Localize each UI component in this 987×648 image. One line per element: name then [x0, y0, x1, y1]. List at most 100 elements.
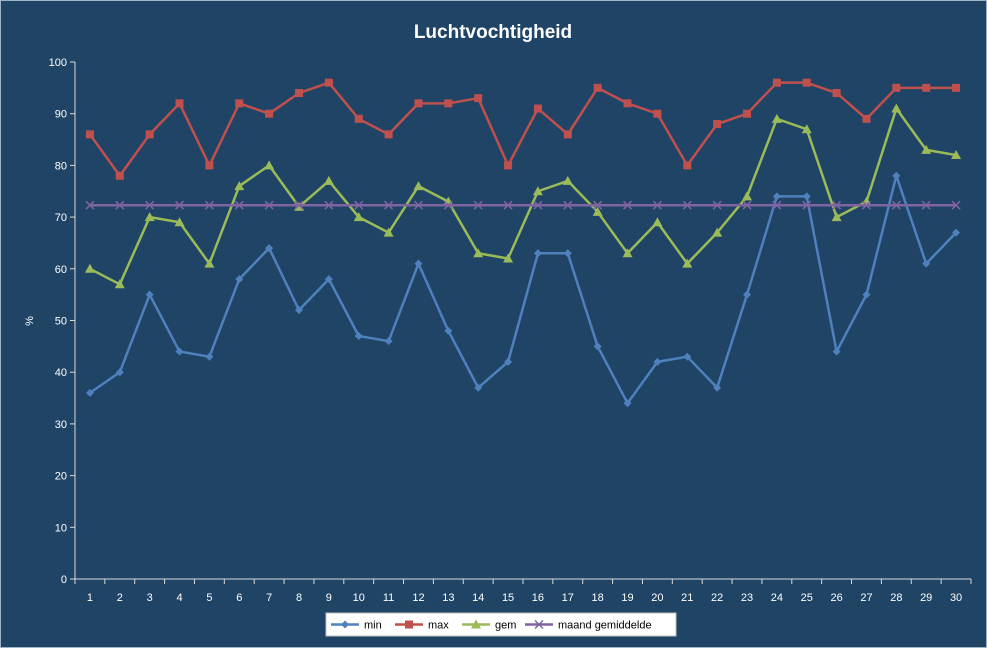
x-tick-label: 22 [711, 592, 723, 604]
data-point [593, 342, 602, 351]
y-tick-label: 0 [61, 574, 67, 586]
data-point [354, 200, 364, 210]
data-point [743, 290, 751, 299]
data-point [443, 200, 453, 210]
data-point [742, 191, 752, 201]
data-point [652, 200, 662, 210]
data-point [145, 130, 154, 139]
x-marker-stroke [443, 200, 453, 210]
data-point [295, 306, 303, 315]
data-point [743, 109, 751, 118]
x-marker-stroke [951, 200, 961, 210]
data-point [921, 144, 932, 154]
data-point [802, 200, 812, 210]
x-marker-stroke [921, 200, 931, 210]
x-tick-label: 30 [950, 592, 962, 604]
data-point [175, 99, 184, 108]
data-point [593, 200, 603, 210]
data-point [683, 352, 692, 361]
legend-item: max [395, 620, 449, 632]
x-tick-label: 16 [532, 592, 544, 604]
data-point [413, 200, 423, 210]
data-point [115, 171, 124, 180]
data-point [653, 109, 662, 118]
x-tick-label: 9 [326, 592, 332, 604]
data-point [831, 212, 842, 222]
data-point [772, 200, 782, 210]
data-point [533, 200, 543, 210]
x-marker-stroke [832, 200, 842, 210]
data-point [952, 228, 961, 237]
data-point [532, 186, 543, 196]
legend-swatch-marker [341, 620, 349, 629]
data-point [682, 200, 692, 210]
data-point [145, 200, 155, 210]
data-point [175, 347, 184, 356]
y-tick-label: 80 [55, 160, 67, 172]
data-point [563, 130, 572, 139]
data-point [444, 326, 453, 335]
data-point [85, 388, 94, 397]
legend-item: maand gemiddelde [525, 620, 652, 632]
x-tick-label: 24 [771, 592, 783, 604]
data-point [772, 78, 781, 87]
data-point [921, 200, 931, 210]
legend-swatch-marker [534, 619, 544, 630]
x-marker-stroke [234, 200, 244, 210]
x-marker-stroke [623, 200, 633, 210]
x-marker-stroke [115, 200, 125, 210]
data-point [623, 200, 633, 210]
data-point [623, 99, 632, 108]
data-point [891, 200, 901, 210]
x-tick-label: 12 [412, 592, 424, 604]
data-point [145, 290, 154, 299]
x-tick-label: 25 [801, 592, 813, 604]
data-point [503, 253, 514, 263]
legend-label: max [428, 620, 449, 632]
series-maand-gemiddelde [85, 200, 961, 210]
x-marker-stroke [145, 200, 155, 210]
x-tick-label: 29 [920, 592, 932, 604]
data-point [473, 248, 484, 258]
legend-box [325, 612, 677, 637]
data-point [474, 94, 483, 103]
data-point [175, 200, 185, 210]
data-point [474, 383, 483, 392]
legend-item: min [331, 620, 382, 632]
data-point [533, 104, 542, 113]
x-tick-label: 18 [592, 592, 604, 604]
data-point [862, 290, 871, 299]
data-point [114, 279, 125, 289]
data-point [323, 175, 334, 185]
data-point [324, 275, 333, 284]
data-point [414, 259, 423, 268]
data-point [384, 130, 393, 139]
data-point [891, 103, 902, 113]
data-point [892, 83, 901, 92]
data-point [802, 192, 811, 201]
data-point [504, 357, 513, 366]
data-point [683, 161, 692, 170]
data-point [563, 249, 572, 258]
y-tick-label: 20 [55, 471, 67, 483]
data-point [622, 248, 633, 258]
x-marker-stroke [772, 200, 782, 210]
x-tick-label: 3 [147, 592, 153, 604]
data-point [802, 78, 811, 87]
x-tick-label: 13 [442, 592, 454, 604]
data-point [383, 227, 394, 237]
data-point [653, 357, 662, 366]
data-point [265, 244, 274, 253]
data-point [324, 78, 333, 87]
x-tick-label: 8 [296, 592, 302, 604]
data-point [892, 171, 901, 180]
data-point [384, 337, 393, 346]
data-point [742, 200, 752, 210]
data-point [115, 200, 125, 210]
data-point [801, 124, 812, 134]
x-marker-stroke [384, 200, 394, 210]
x-tick-label: 27 [860, 592, 872, 604]
data-point [205, 161, 214, 170]
